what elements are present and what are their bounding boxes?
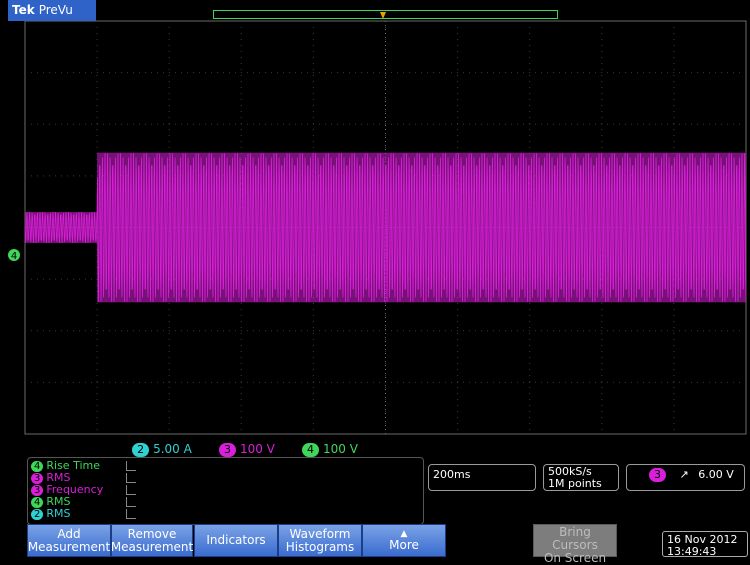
measurement-row[interactable]: 3 Frequency — [31, 484, 420, 496]
channel-4-scale: 100 V — [322, 442, 358, 456]
channel-2-scale: 5.00 A — [153, 442, 192, 456]
trigger-position-marker — [380, 12, 386, 19]
acquisition-readout[interactable]: 500kS/s 1M points — [543, 464, 619, 491]
date: 16 Nov 2012 — [667, 533, 738, 546]
traces — [24, 152, 747, 303]
trigger-readout[interactable]: 3 ↗ 6.00 V — [626, 464, 745, 491]
channel-2-chip[interactable]: 2 — [132, 443, 150, 457]
date-time: 16 Nov 2012 13:49:43 — [662, 531, 748, 558]
bring-cursors-on-screen-button[interactable]: Bring Cursors On Screen — [533, 524, 617, 565]
record-view-bar — [213, 10, 558, 19]
svg-text:4: 4 — [11, 251, 17, 262]
ch3-envelope-before — [25, 212, 98, 243]
measurement-row[interactable]: 4 Rise Time — [31, 460, 420, 472]
trigger-level: 6.00 V — [698, 468, 734, 481]
remove-measurement-button[interactable]: Remove Measurement — [111, 524, 193, 557]
record-length: 1M points — [548, 477, 602, 490]
ground-marker-ch4: 4 — [8, 249, 20, 262]
measurement-row[interactable]: 4 RMS — [31, 496, 420, 508]
add-measurement-button[interactable]: Add Measurement — [27, 524, 111, 557]
brand-label: Tek PreVu — [8, 0, 96, 21]
more-button[interactable]: ▲ More — [362, 524, 446, 557]
measurement-row[interactable]: 3 RMS — [31, 472, 420, 484]
sample-rate: 500kS/s — [548, 465, 592, 478]
channel-3-chip[interactable]: 3 — [218, 443, 236, 457]
measurement-row[interactable]: 2 RMS — [31, 508, 420, 520]
indicators-button[interactable]: Indicators — [194, 524, 278, 557]
horizontal-timebase[interactable]: 200ms — [428, 464, 536, 491]
waveform-histograms-button[interactable]: Waveform Histograms — [278, 524, 362, 557]
time: 13:49:43 — [667, 545, 717, 558]
channel-4-chip[interactable]: 4 — [301, 443, 319, 457]
channel-3-scale: 100 V — [239, 442, 275, 456]
measurement-panel: 4 Rise Time 3 RMS 3 Frequency 4 RMS 2 RMS — [27, 457, 424, 525]
up-arrow-icon: ▲ — [400, 528, 408, 539]
rising-edge-icon: ↗ — [679, 468, 689, 481]
channel-scale-bar: 2 5.00 A 3 100 V 4 100 V — [25, 438, 423, 457]
ch3-envelope-after — [97, 152, 747, 303]
trigger-source-chip: 3 — [649, 468, 666, 482]
